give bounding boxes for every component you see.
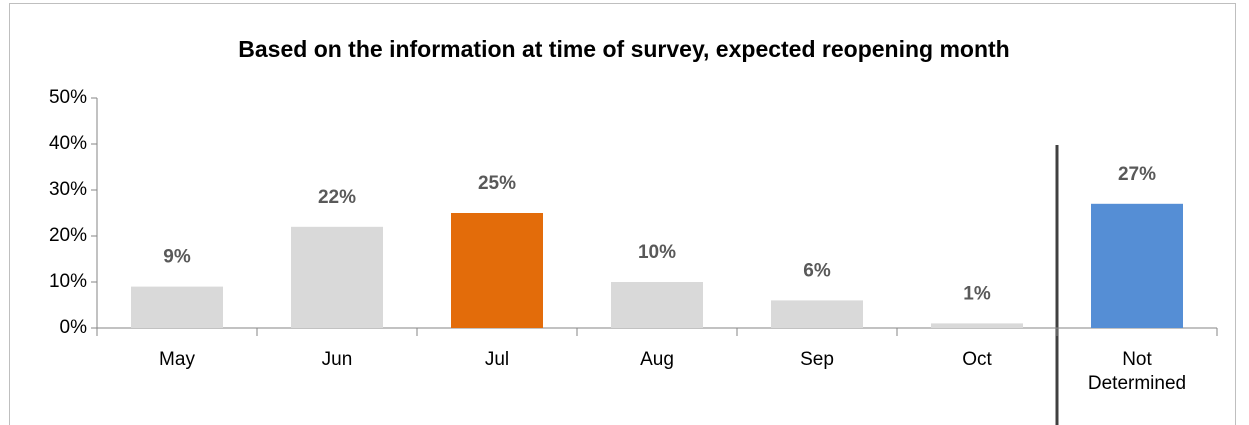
value-label: 22% xyxy=(318,187,356,208)
chart-title: Based on the information at time of surv… xyxy=(238,36,1009,62)
y-tick-label: 20% xyxy=(49,225,87,246)
y-tick-label: 40% xyxy=(49,133,87,154)
chart-border xyxy=(9,3,1236,425)
x-tick-label: Not Determined xyxy=(1087,349,1187,394)
bar xyxy=(611,282,703,328)
bar xyxy=(291,226,383,328)
x-tick-label: Oct xyxy=(962,349,992,370)
value-label: 9% xyxy=(163,247,191,268)
x-tick-label: Jun xyxy=(321,349,353,370)
x-tick-label: Sep xyxy=(800,349,834,370)
value-label: 6% xyxy=(803,260,831,281)
value-label: 27% xyxy=(1118,164,1156,185)
bar xyxy=(931,323,1023,328)
y-tick-label: 0% xyxy=(60,317,88,338)
y-tick-label: 10% xyxy=(49,271,87,292)
bar xyxy=(131,286,223,328)
bar xyxy=(451,213,543,328)
value-label: 10% xyxy=(638,242,676,263)
value-label: 25% xyxy=(478,173,516,194)
y-tick-label: 50% xyxy=(49,87,87,108)
x-tick-label: Jul xyxy=(484,349,510,370)
value-label: 1% xyxy=(963,283,991,304)
y-tick-label: 30% xyxy=(49,179,87,200)
bar xyxy=(1091,203,1183,328)
x-tick-label: Aug xyxy=(640,349,674,370)
x-tick-label: May xyxy=(159,349,195,370)
bar xyxy=(771,300,863,328)
